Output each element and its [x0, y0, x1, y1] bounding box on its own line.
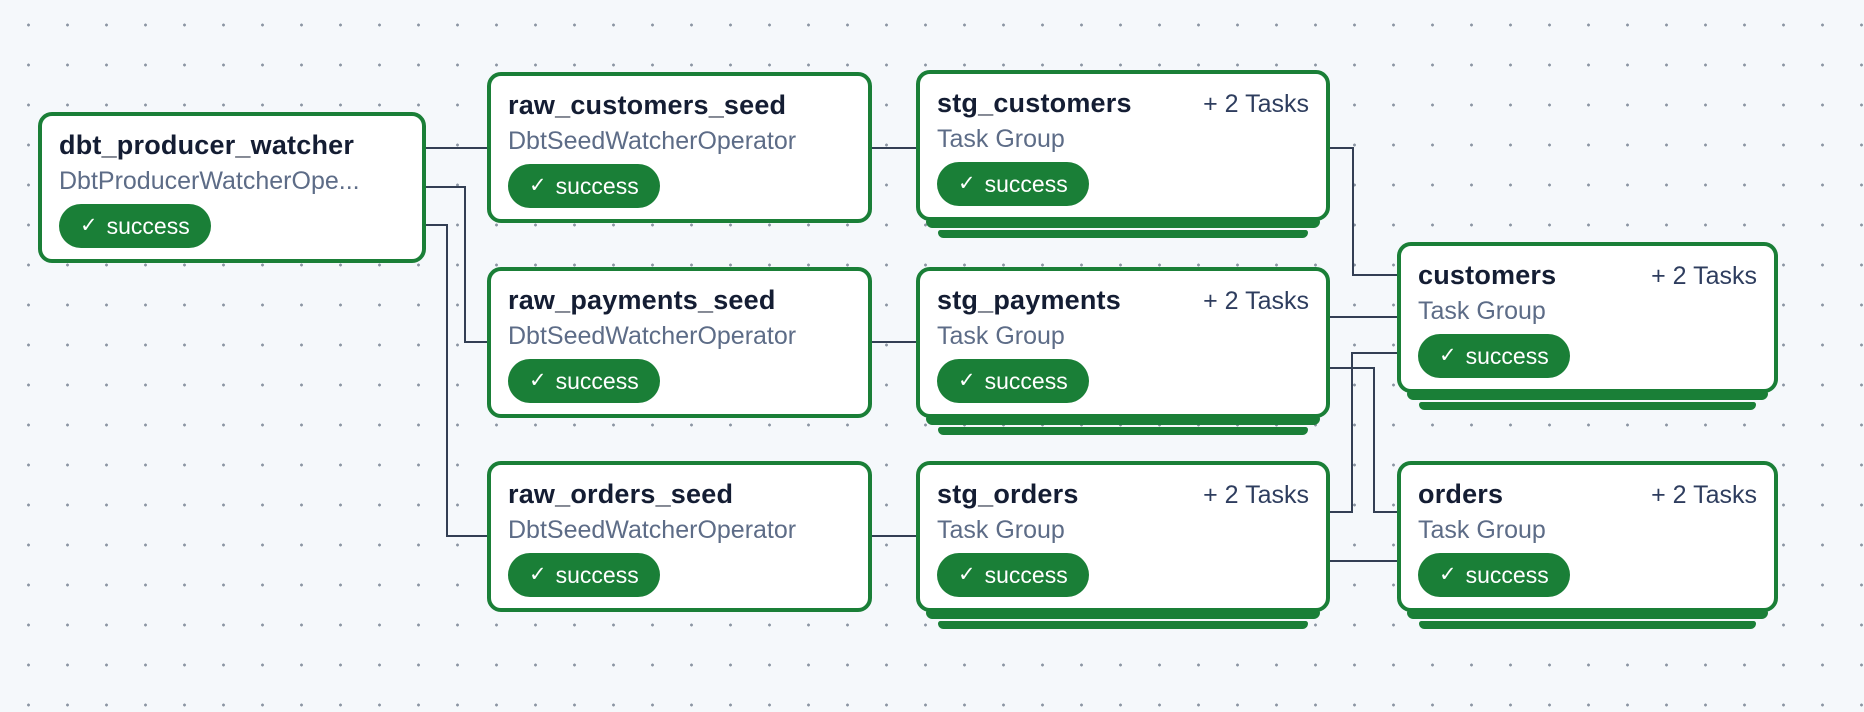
edge-stg_customers-to-customers: [1330, 147, 1397, 276]
node-type-subtitle: Task Group: [1418, 516, 1546, 544]
status-label: success: [984, 561, 1068, 588]
status-label: success: [1465, 342, 1549, 369]
node-title: orders: [1418, 479, 1504, 509]
status-label: success: [1465, 561, 1549, 588]
edge-dbt_producer_watcher-to-raw_payments_seed: [426, 186, 487, 343]
node-title: raw_orders_seed: [508, 479, 734, 509]
group-stack-bar: [926, 610, 1320, 619]
status-label: success: [555, 561, 639, 588]
check-icon: ✓: [958, 562, 976, 586]
node-title: raw_payments_seed: [508, 285, 776, 315]
task-count-label: + 2 Tasks: [1203, 481, 1309, 509]
node-operator-subtitle: DbtProducerWatcherOpe...: [59, 167, 360, 195]
check-icon: ✓: [958, 368, 976, 392]
check-icon: ✓: [1439, 562, 1457, 586]
check-icon: ✓: [529, 562, 547, 586]
group-stack-bar: [926, 416, 1320, 425]
edge-dbt_producer_watcher-to-raw_orders_seed: [426, 224, 487, 537]
group-stack-bar: [938, 621, 1308, 629]
status-badge: ✓ success: [937, 162, 1089, 206]
node-title: stg_payments: [937, 285, 1121, 315]
node-title: dbt_producer_watcher: [59, 130, 355, 160]
check-icon: ✓: [529, 368, 547, 392]
check-icon: ✓: [1439, 343, 1457, 367]
task-group-node-customers[interactable]: customers + 2 Tasks Task Group ✓ success: [1397, 242, 1778, 410]
check-icon: ✓: [80, 213, 98, 237]
node-title: customers: [1418, 260, 1557, 290]
status-label: success: [106, 212, 190, 239]
task-count-label: + 2 Tasks: [1651, 262, 1757, 290]
group-stack-bar: [1407, 391, 1768, 400]
check-icon: ✓: [529, 173, 547, 197]
edge-stg_orders-to-customers: [1330, 352, 1397, 513]
node-type-subtitle: Task Group: [937, 516, 1065, 544]
status-badge: ✓ success: [937, 553, 1089, 597]
status-label: success: [984, 367, 1068, 394]
node-title: raw_customers_seed: [508, 90, 787, 120]
node-operator-subtitle: DbtSeedWatcherOperator: [508, 322, 797, 350]
node-type-subtitle: Task Group: [1418, 297, 1546, 325]
status-badge: ✓ success: [508, 164, 660, 208]
status-badge: ✓ success: [59, 204, 211, 248]
edge-stg_payments-to-orders: [1330, 367, 1397, 513]
status-badge: ✓ success: [508, 553, 660, 597]
node-operator-subtitle: DbtSeedWatcherOperator: [508, 127, 797, 155]
node-title: stg_customers: [937, 88, 1132, 118]
status-badge: ✓ success: [508, 359, 660, 403]
group-stack-bar: [1407, 610, 1768, 619]
status-label: success: [555, 367, 639, 394]
status-label: success: [984, 170, 1068, 197]
status-label: success: [555, 172, 639, 199]
check-icon: ✓: [958, 171, 976, 195]
group-stack-bar: [1419, 402, 1756, 410]
task-node-raw_orders_seed[interactable]: raw_orders_seed DbtSeedWatcherOperator ✓…: [487, 461, 872, 612]
task-group-node-stg_payments[interactable]: stg_payments + 2 Tasks Task Group ✓ succes…: [916, 267, 1330, 435]
task-count-label: + 2 Tasks: [1651, 481, 1757, 509]
group-stack-bar: [938, 230, 1308, 238]
task-count-label: + 2 Tasks: [1203, 90, 1309, 118]
task-node-raw_payments_seed[interactable]: raw_payments_seed DbtSeedWatcherOperator…: [487, 267, 872, 418]
group-stack-bar: [938, 427, 1308, 435]
task-node-raw_customers_seed[interactable]: raw_customers_seed DbtSeedWatcherOperato…: [487, 72, 872, 223]
status-badge: ✓ success: [1418, 334, 1570, 378]
group-stack-bar: [1419, 621, 1756, 629]
task-group-node-stg_customers[interactable]: stg_customers + 2 Tasks Task Group ✓ succe…: [916, 70, 1330, 238]
node-type-subtitle: Task Group: [937, 322, 1065, 350]
status-badge: ✓ success: [1418, 553, 1570, 597]
task-group-node-orders[interactable]: orders + 2 Tasks Task Group ✓ success: [1397, 461, 1778, 629]
node-type-subtitle: Task Group: [937, 125, 1065, 153]
task-node-dbt_producer_watcher[interactable]: dbt_producer_watcher DbtProducerWatcherO…: [38, 112, 426, 263]
task-count-label: + 2 Tasks: [1203, 287, 1309, 315]
node-title: stg_orders: [937, 479, 1079, 509]
group-stack-bar: [926, 219, 1320, 228]
node-operator-subtitle: DbtSeedWatcherOperator: [508, 516, 797, 544]
status-badge: ✓ success: [937, 359, 1089, 403]
task-group-node-stg_orders[interactable]: stg_orders + 2 Tasks Task Group ✓ success: [916, 461, 1330, 629]
